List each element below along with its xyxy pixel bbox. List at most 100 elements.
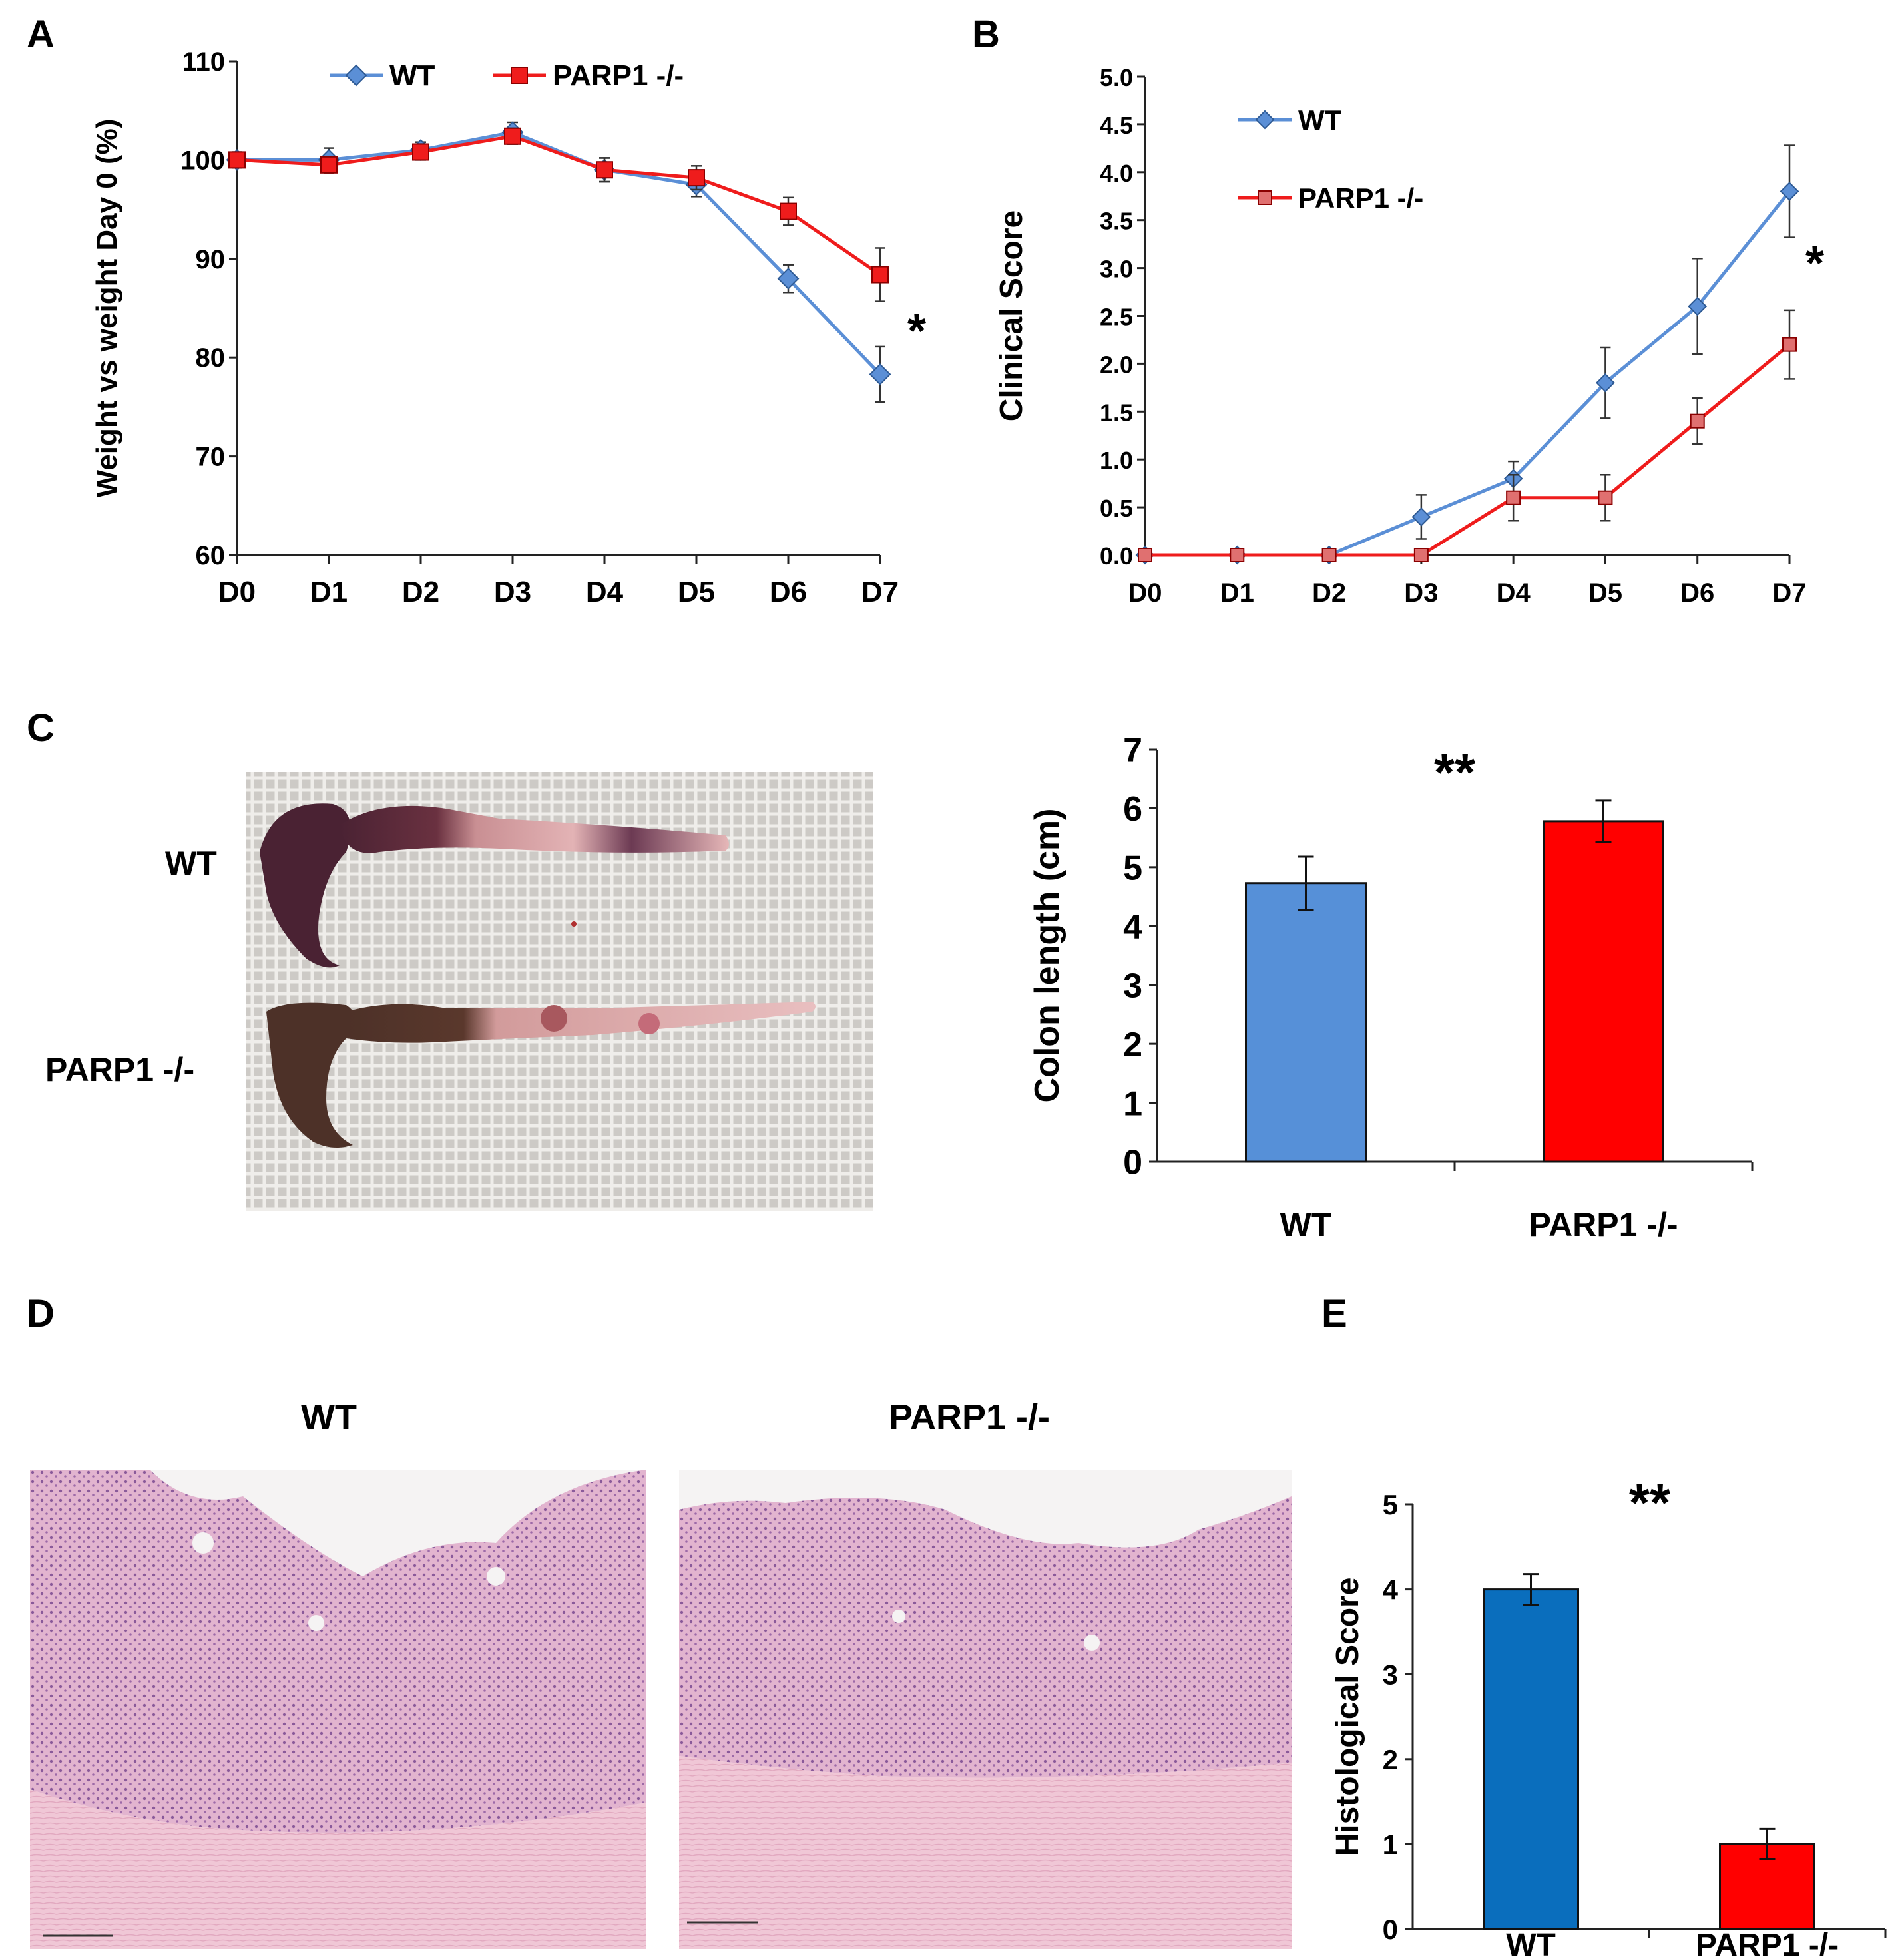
y-tick-label: 70 — [196, 443, 226, 472]
panel-letter-a: A — [27, 13, 55, 56]
y-tick-label: 5 — [1383, 1489, 1398, 1520]
x-tick-label: D0 — [1128, 578, 1162, 608]
y-axis-label: Weight vs weight Day 0 (%) — [91, 119, 123, 498]
y-tick-label: 2 — [1383, 1744, 1398, 1775]
x-tick-label: D7 — [861, 576, 899, 608]
y-tick-label: 4 — [1123, 908, 1142, 947]
x-tick-label: D6 — [770, 576, 807, 608]
y-tick-label: 4.0 — [1100, 160, 1133, 187]
legend-label: PARP1 -/- — [1298, 182, 1423, 214]
y-tick-label: 5 — [1123, 849, 1142, 888]
photo-c-ko-label: PARP1 -/- — [45, 1051, 195, 1088]
legend-label: PARP1 -/- — [553, 59, 684, 92]
data-point — [1780, 182, 1799, 201]
data-point — [869, 363, 891, 385]
data-point — [1596, 373, 1615, 393]
series-line-parp1 — [236, 134, 881, 276]
chart-b-clinical-score: 0.0 0.5 1.0 1.5 2.0 2.5 3.0 3.5 4.0 4.5 5.0 D0 D1 D2 D… — [994, 64, 1824, 608]
x-tick-label: D4 — [586, 576, 624, 608]
x-tick-label: D7 — [1772, 578, 1806, 608]
legend-marker — [1258, 190, 1272, 205]
legend-label: WT — [1298, 105, 1342, 136]
x-tick-label: D6 — [1680, 578, 1714, 608]
bar-wt — [1483, 1588, 1579, 1930]
bar-wt — [1245, 882, 1367, 1163]
photo-c-wt-label: WT — [165, 845, 217, 882]
histology-ko-title: PARP1 -/- — [889, 1397, 1051, 1437]
x-tick-label: D1 — [310, 576, 348, 608]
colon-photo — [246, 772, 873, 1211]
x-tick-label: D5 — [678, 576, 715, 608]
series-line-parp1 — [1145, 343, 1791, 557]
y-tick-label: 2.0 — [1100, 351, 1133, 378]
chart-e-histological-score: 0 1 2 3 4 5 WT PARP1 -/- Histological Score ** — [1330, 1473, 1887, 1957]
y-tick-label: 90 — [196, 245, 226, 274]
chart-c-colon-length: 0 1 2 3 4 5 6 7 WT PARP1 -/- Colon length (cm) ** — [1028, 732, 1754, 1243]
data-point — [228, 151, 246, 169]
y-axis-label: Colon length (cm) — [1028, 809, 1067, 1103]
x-tick-label: D0 — [218, 576, 256, 608]
panel-letter-b: B — [972, 13, 1000, 56]
y-tick-label: 2.5 — [1100, 304, 1133, 331]
data-point — [504, 127, 521, 145]
y-tick-label: 1.0 — [1100, 447, 1133, 474]
y-tick-label: 4 — [1383, 1574, 1399, 1606]
bar-parp1 — [1543, 820, 1664, 1163]
y-tick-label: 3 — [1123, 967, 1142, 1005]
y-tick-label: 3.5 — [1100, 208, 1133, 235]
x-tick-label: WT — [1506, 1928, 1556, 1957]
histology-ko-image — [679, 1470, 1292, 1949]
x-tick-label: D2 — [402, 576, 439, 608]
panel-letter-c: C — [27, 706, 55, 750]
x-tick-label: D3 — [494, 576, 531, 608]
panel-letter-e: E — [1321, 1292, 1347, 1335]
y-tick-label: 1.5 — [1100, 399, 1133, 426]
y-tick-label: 60 — [196, 541, 226, 570]
data-point — [777, 268, 800, 290]
y-tick-label: 0.0 — [1100, 543, 1133, 570]
y-tick-label: 7 — [1123, 732, 1142, 770]
data-point — [1411, 507, 1431, 527]
legend-marker — [345, 64, 367, 87]
data-point — [1230, 548, 1245, 562]
y-tick-label: 6 — [1123, 790, 1142, 829]
data-point — [780, 202, 797, 220]
y-axis-label: Clinical Score — [994, 210, 1029, 421]
x-tick-label: D1 — [1220, 578, 1254, 608]
y-tick-label: 100 — [180, 146, 225, 175]
y-tick-label: 0 — [1383, 1914, 1398, 1945]
y-tick-label: 3 — [1383, 1659, 1398, 1690]
y-tick-label: 1 — [1123, 1084, 1142, 1123]
data-point — [1598, 490, 1613, 505]
x-tick-label: D3 — [1404, 578, 1438, 608]
y-tick-label: 0 — [1123, 1144, 1142, 1182]
data-point — [688, 169, 705, 187]
chart-a-weight: 60 70 80 90 100 110 D0 D1 D2 D3 D4 D5 D6 D7 Weight vs … — [91, 47, 926, 608]
significance-marker: ** — [1629, 1473, 1671, 1532]
y-axis-label: Histological Score — [1330, 1578, 1365, 1856]
data-point — [596, 161, 613, 179]
legend-marker — [511, 67, 528, 84]
series-line-wt — [1145, 190, 1791, 557]
y-tick-label: 1 — [1383, 1829, 1398, 1860]
significance-marker: * — [907, 305, 926, 358]
data-point — [320, 156, 338, 174]
data-point — [1688, 296, 1708, 316]
x-tick-label: D5 — [1588, 578, 1622, 608]
data-point — [412, 143, 429, 161]
y-tick-label: 2 — [1123, 1026, 1142, 1064]
data-point — [1321, 548, 1337, 562]
significance-marker: * — [1805, 237, 1824, 290]
legend-marker — [1255, 110, 1275, 130]
y-tick-label: 3.0 — [1100, 256, 1133, 283]
x-tick-label: PARP1 -/- — [1529, 1206, 1678, 1243]
data-point — [1782, 337, 1797, 352]
x-tick-label: D2 — [1312, 578, 1346, 608]
y-tick-label: 4.5 — [1100, 112, 1133, 139]
y-tick-label: 80 — [196, 343, 226, 373]
data-point — [1506, 490, 1521, 505]
data-point — [871, 266, 889, 284]
histology-wt-title: WT — [301, 1397, 357, 1437]
series-line-wt — [237, 130, 881, 376]
panel-letter-d: D — [27, 1292, 55, 1335]
